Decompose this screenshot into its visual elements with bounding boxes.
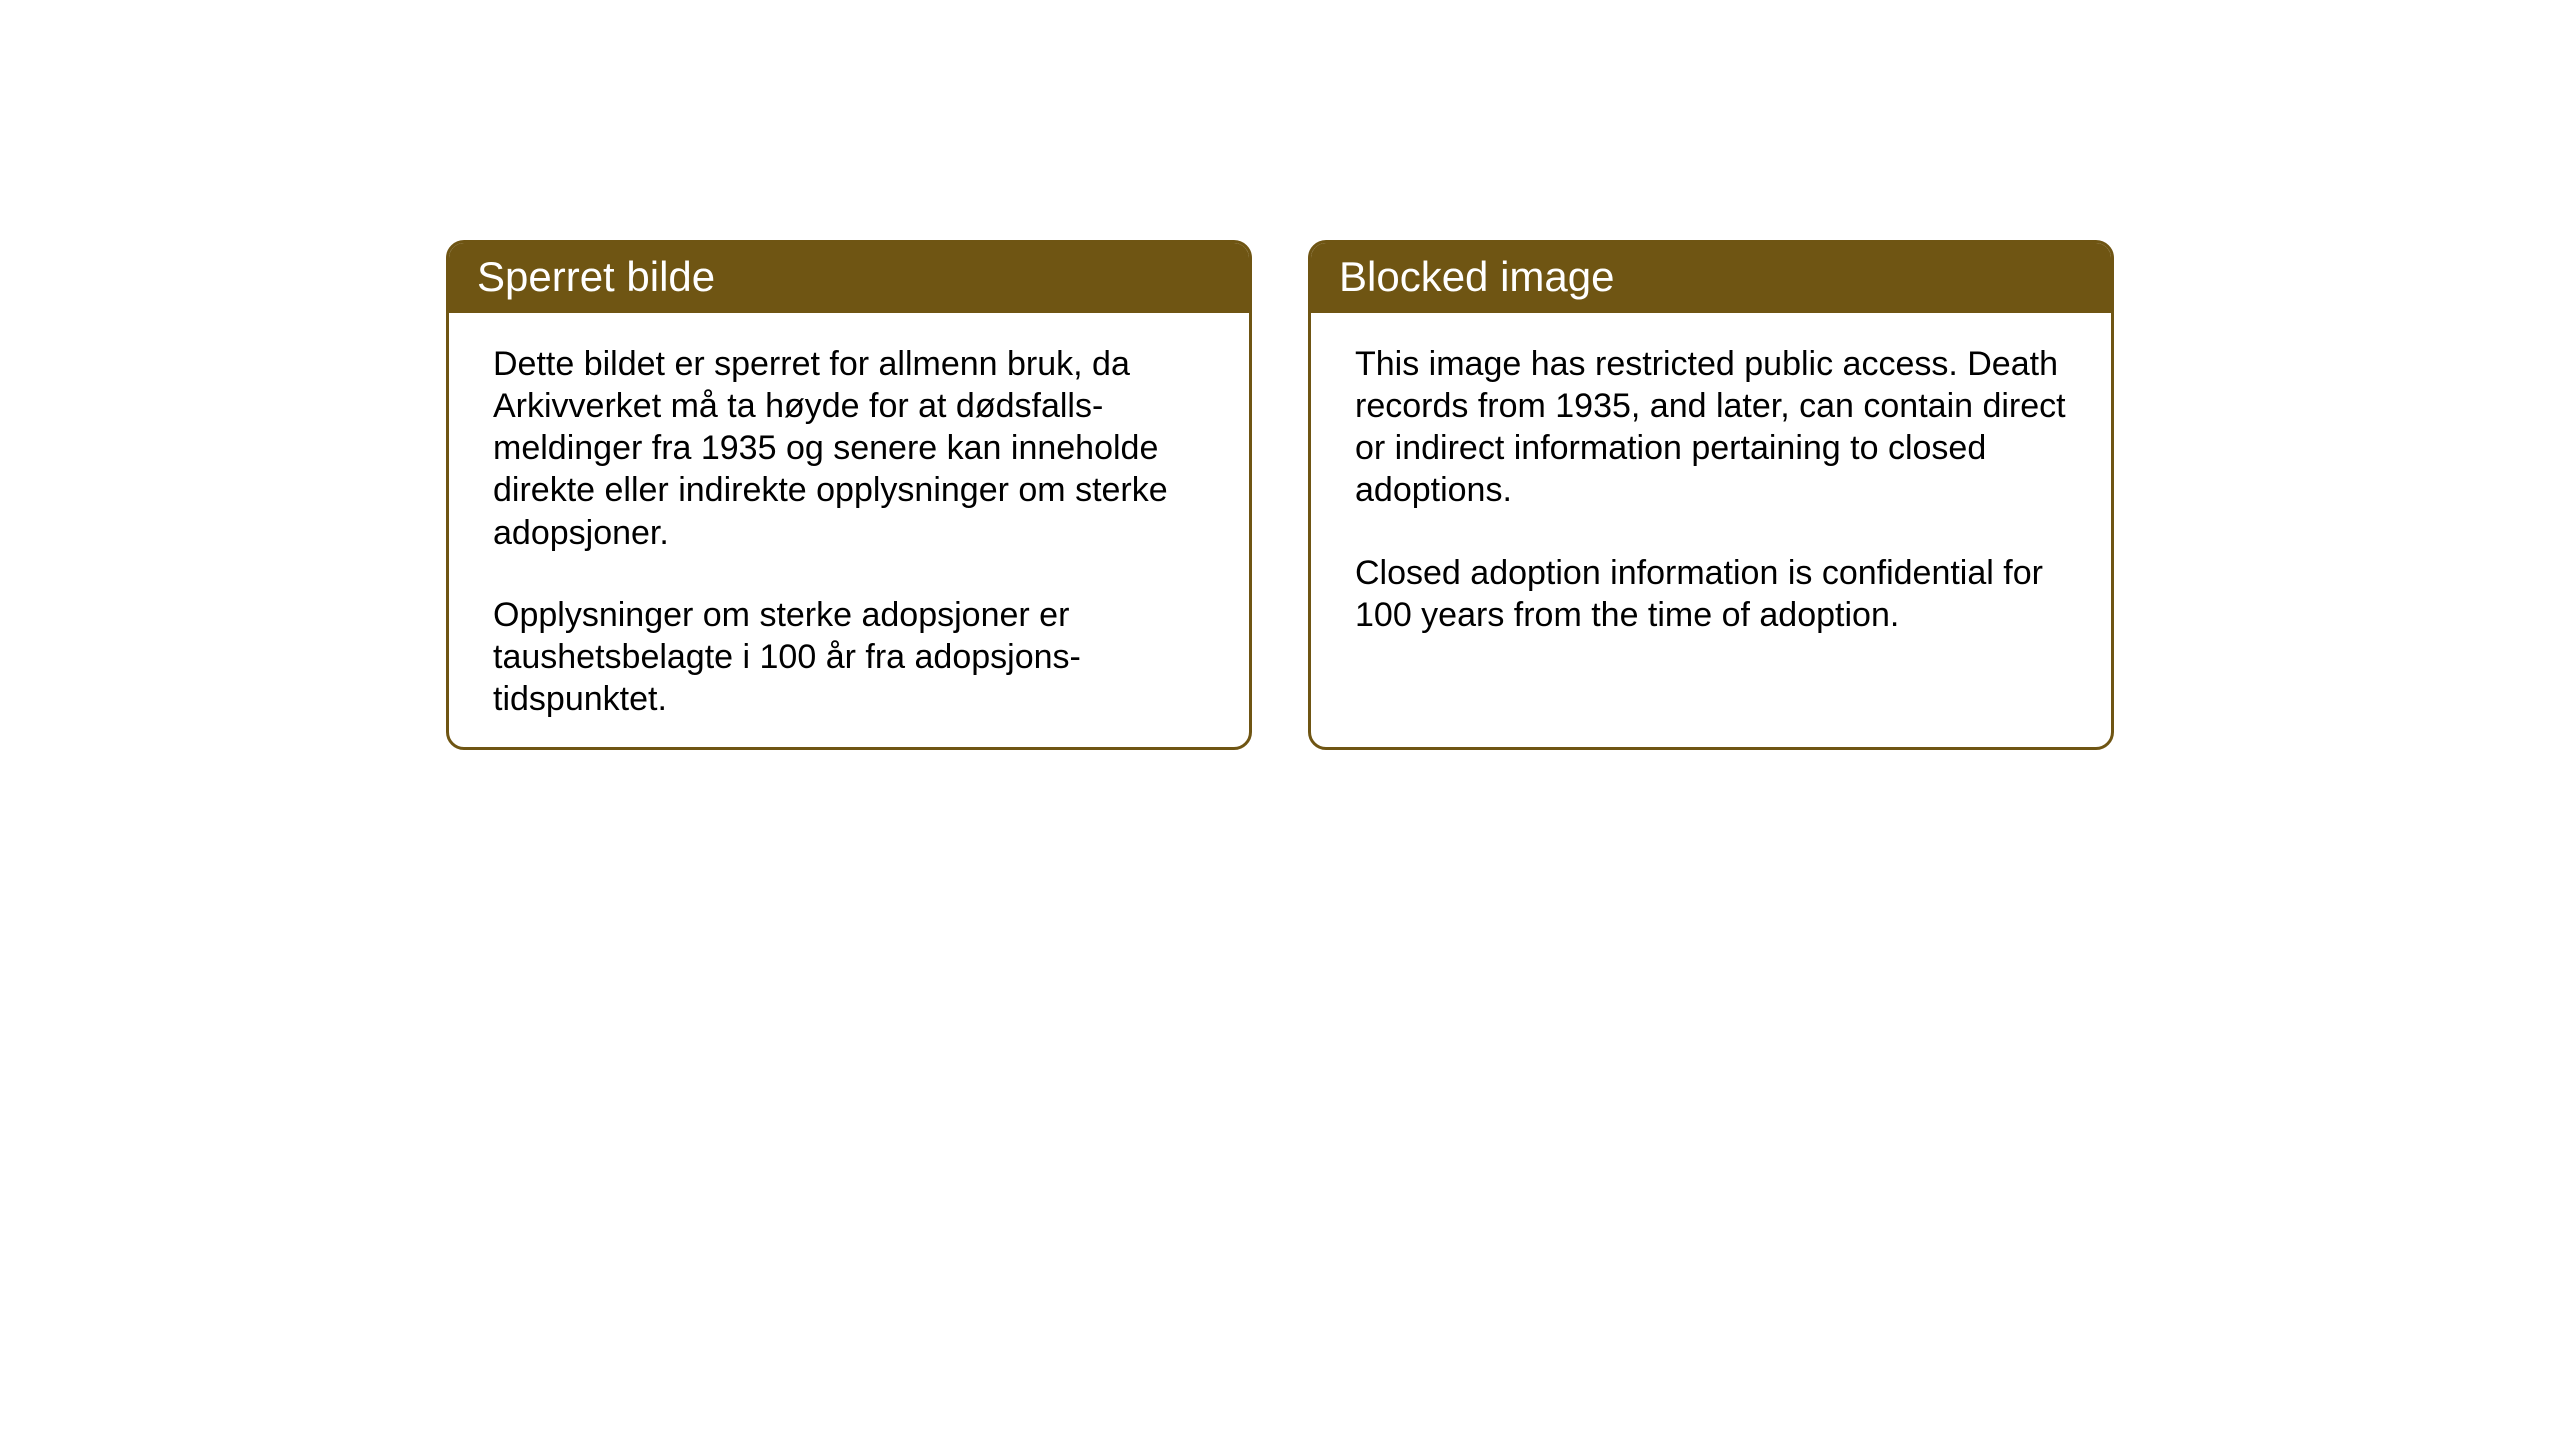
cards-container: Sperret bilde Dette bildet er sperret fo… xyxy=(446,240,2114,750)
card-english-body: This image has restricted public access.… xyxy=(1311,313,2111,666)
card-english: Blocked image This image has restricted … xyxy=(1308,240,2114,750)
card-norwegian-paragraph-2: Opplysninger om sterke adopsjoner er tau… xyxy=(493,594,1205,720)
card-english-paragraph-2: Closed adoption information is confident… xyxy=(1355,552,2067,636)
card-english-paragraph-1: This image has restricted public access.… xyxy=(1355,343,2067,512)
card-norwegian: Sperret bilde Dette bildet er sperret fo… xyxy=(446,240,1252,750)
card-norwegian-body: Dette bildet er sperret for allmenn bruk… xyxy=(449,313,1249,750)
card-english-header: Blocked image xyxy=(1311,243,2111,313)
card-norwegian-paragraph-1: Dette bildet er sperret for allmenn bruk… xyxy=(493,343,1205,554)
card-english-title: Blocked image xyxy=(1339,253,1614,300)
card-norwegian-header: Sperret bilde xyxy=(449,243,1249,313)
card-norwegian-title: Sperret bilde xyxy=(477,253,715,300)
